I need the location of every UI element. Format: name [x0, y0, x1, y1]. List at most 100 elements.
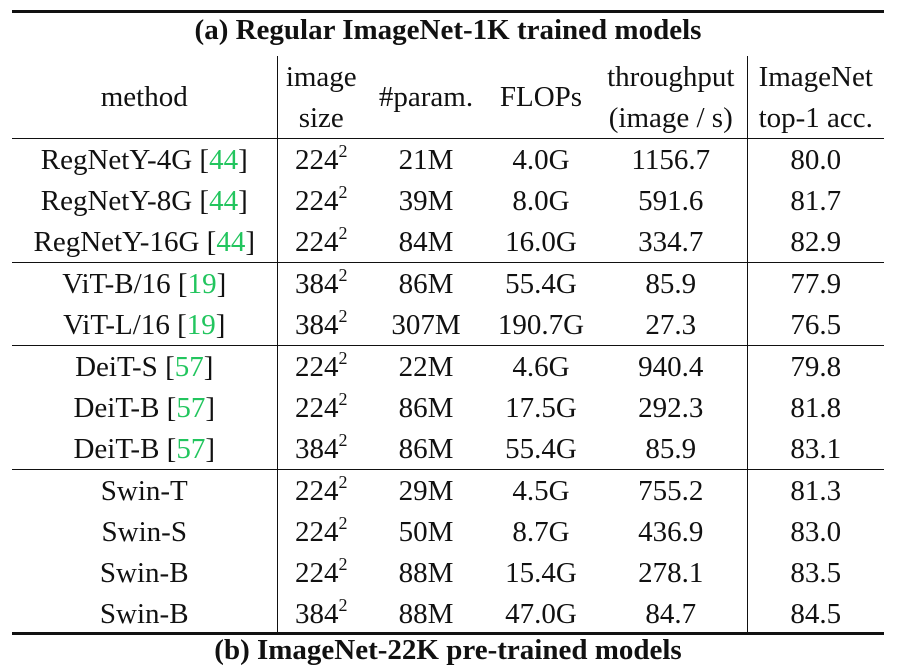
- cell-params: 88M: [398, 597, 454, 630]
- table-row: DeiT-B [57] 2242 86M 17.5G 292.3 81.8: [12, 387, 884, 428]
- cell-image-size: 2242: [276, 387, 365, 428]
- cell-flops: 47.0G: [505, 597, 577, 630]
- method-name: RegNetY-16G: [33, 225, 200, 258]
- cell-method: DeiT-B [57]: [73, 432, 216, 465]
- table-row: Swin-B 2242 88M 15.4G 278.1 83.5: [12, 552, 884, 593]
- table-row: Swin-T 2242 29M 4.5G 755.2 81.3: [12, 469, 884, 511]
- cell-throughput: 278.1: [638, 556, 704, 589]
- cell-throughput: 334.7: [638, 225, 704, 258]
- cell-throughput: 1156.7: [595, 138, 747, 180]
- table-row: RegNetY-4G [44] 2242 21M 4.0G 1156.7 80.0: [12, 138, 884, 180]
- table-row: RegNetY-8G [44] 2242 39M 8.0G 591.6 81.7: [12, 180, 884, 221]
- cell-params: 307M: [391, 308, 461, 341]
- image-size-exponent: 2: [338, 140, 348, 161]
- cell-accuracy: 83.1: [746, 428, 884, 470]
- method-name: Swin-B: [99, 556, 189, 589]
- citation-link[interactable]: 44: [216, 225, 246, 258]
- image-size-value: 224: [295, 350, 339, 383]
- image-size-exponent: 2: [338, 305, 348, 326]
- image-size-value: 224: [295, 391, 339, 424]
- cell-method: RegNetY-16G [44]: [33, 225, 255, 258]
- header-image-size-line1: image: [276, 56, 365, 97]
- cell-method: Swin-T: [12, 469, 277, 511]
- header-params: #param.: [378, 81, 474, 113]
- image-size-value: 384: [295, 267, 339, 300]
- citation-link[interactable]: 57: [176, 391, 206, 424]
- cell-image-size: 2242: [276, 138, 365, 180]
- image-size-value: 224: [295, 143, 339, 176]
- cell-image-size: 3842: [276, 304, 365, 346]
- method-name: ViT-B/16: [62, 267, 171, 300]
- cell-method: ViT-L/16 [19]: [63, 308, 226, 341]
- cell-method: Swin-B: [12, 552, 277, 593]
- cell-params: 88M: [398, 556, 454, 589]
- cell-flops: 15.4G: [505, 556, 577, 589]
- image-size-exponent: 2: [338, 512, 348, 533]
- cell-accuracy: 76.5: [746, 304, 884, 346]
- cell-accuracy: 81.8: [746, 387, 884, 428]
- citation-link[interactable]: 19: [187, 267, 217, 300]
- method-name: RegNetY-8G: [40, 184, 193, 217]
- cell-throughput: 85.9: [595, 262, 747, 304]
- method-name: Swin-S: [101, 515, 187, 548]
- image-size-exponent: 2: [338, 471, 348, 492]
- cell-method: RegNetY-4G [44]: [12, 138, 277, 180]
- method-name: ViT-L/16: [63, 308, 170, 341]
- cell-accuracy: 82.9: [746, 221, 884, 263]
- cell-throughput: 292.3: [638, 391, 704, 424]
- table-row: DeiT-S [57] 2242 22M 4.6G 940.4 79.8: [12, 345, 884, 387]
- method-name: Swin-T: [100, 474, 188, 507]
- cell-flops: 55.4G: [505, 432, 577, 465]
- table-row: ViT-B/16 [19] 3842 86M 55.4G 85.9 77.9: [12, 262, 884, 304]
- cell-throughput: 85.9: [645, 432, 697, 465]
- cell-image-size: 2242: [276, 469, 365, 511]
- table-body: RegNetY-4G [44] 2242 21M 4.0G 1156.7 80.0 RegN…: [12, 138, 884, 634]
- cell-accuracy: 83.0: [746, 511, 884, 552]
- citation-link[interactable]: 57: [174, 350, 204, 383]
- image-size-exponent: 2: [338, 388, 348, 409]
- image-size-exponent: 2: [338, 553, 348, 574]
- cell-accuracy: 84.5: [746, 593, 884, 634]
- method-name: RegNetY-4G: [40, 143, 193, 176]
- bottom-rule: [12, 632, 884, 635]
- table-row: Swin-S 2242 50M 8.7G 436.9 83.0: [12, 511, 884, 552]
- cell-throughput: 940.4: [595, 345, 747, 387]
- table-caption: (a) Regular ImageNet-1K trained models: [194, 14, 702, 46]
- cell-accuracy: 81.3: [746, 469, 884, 511]
- cell-flops: 4.6G: [487, 345, 595, 387]
- image-size-exponent: 2: [338, 347, 348, 368]
- cell-method: RegNetY-8G [44]: [40, 184, 248, 217]
- cell-throughput: 436.9: [638, 515, 704, 548]
- table-header: method image #param. FLOPs throughput Im…: [12, 56, 884, 139]
- cell-params: 29M: [365, 469, 487, 511]
- citation-link[interactable]: 44: [209, 143, 239, 176]
- cell-image-size: 3842: [276, 428, 365, 470]
- paper-table-figure: (a) Regular ImageNet-1K trained models m…: [12, 10, 884, 666]
- citation-link[interactable]: 19: [186, 308, 216, 341]
- cell-image-size: 2242: [276, 221, 365, 263]
- cell-image-size: 2242: [276, 511, 365, 552]
- cell-params: 84M: [398, 225, 454, 258]
- cell-image-size: 3842: [276, 593, 365, 634]
- results-table: method image #param. FLOPs throughput Im…: [12, 56, 884, 634]
- image-size-value: 224: [295, 184, 339, 217]
- cell-accuracy: 81.7: [746, 180, 884, 221]
- cell-params: 86M: [365, 262, 487, 304]
- table-row: DeiT-B [57] 3842 86M 55.4G 85.9 83.1: [12, 428, 884, 470]
- cell-flops: 190.7G: [497, 308, 585, 341]
- citation-link[interactable]: 57: [176, 432, 206, 465]
- header-accuracy-line2: top-1 acc.: [746, 97, 884, 139]
- cell-throughput: 27.3: [645, 308, 697, 341]
- header-accuracy-line1: ImageNet: [746, 56, 884, 97]
- image-size-exponent: 2: [338, 594, 348, 615]
- image-size-exponent: 2: [338, 222, 348, 243]
- method-name: DeiT-S: [75, 350, 158, 383]
- citation-link[interactable]: 44: [209, 184, 239, 217]
- cell-accuracy: 79.8: [746, 345, 884, 387]
- image-size-exponent: 2: [338, 181, 348, 202]
- cell-flops: 16.0G: [505, 225, 577, 258]
- cell-params: 50M: [398, 515, 454, 548]
- cell-params: 86M: [398, 432, 454, 465]
- cell-params: 21M: [365, 138, 487, 180]
- cell-flops: 17.5G: [505, 391, 577, 424]
